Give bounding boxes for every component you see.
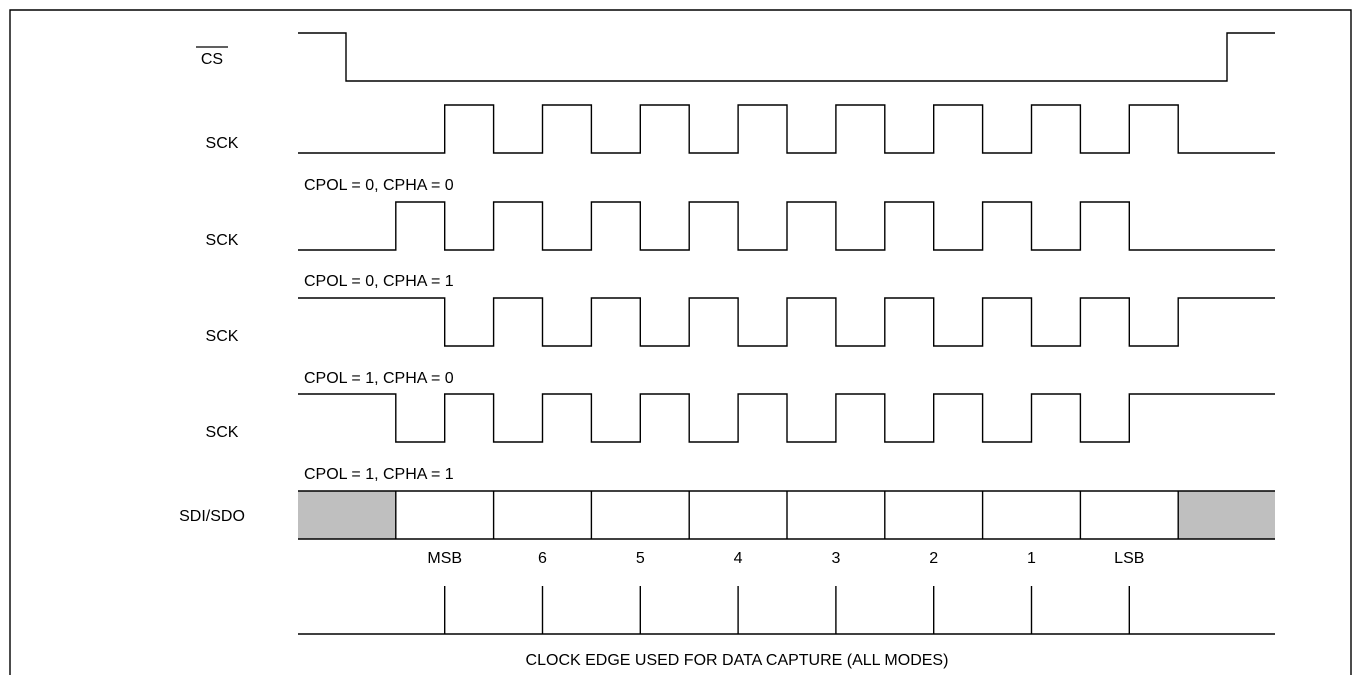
bit-label: 5 [636,550,645,567]
sck-label-3: SCK [206,328,239,345]
sck-waveform-2 [298,201,1275,251]
bit-label: 4 [734,550,743,567]
frame-border [9,9,1352,675]
capture-caption: CLOCK EDGE USED FOR DATA CAPTURE (ALL MO… [526,652,949,669]
sck-label-1: SCK [206,135,239,152]
mode-caption-3: CPOL = 1, CPHA = 0 [304,370,454,387]
mode-caption-2: CPOL = 0, CPHA = 1 [304,273,454,290]
bit-label: MSB [427,550,462,567]
sck-waveform-1 [298,104,1275,154]
bit-label: 2 [929,550,938,567]
mode-caption-1: CPOL = 0, CPHA = 0 [304,177,454,194]
sck-label-2: SCK [206,232,239,249]
bit-label: 6 [538,550,547,567]
bit-label: LSB [1114,550,1144,567]
capture-edges [298,586,1275,635]
data-dontcare-left [298,491,396,539]
bit-labels: MSB 6 5 4 3 2 1 LSB [427,550,1144,567]
data-label: SDI/SDO [179,508,245,525]
data-row [298,490,1275,540]
sck-label-4: SCK [206,424,239,441]
sck-waveform-4 [298,393,1275,443]
sck-rows: SCK CPOL = 0, CPHA = 0 SCK CPOL = 0, CPHA =… [206,104,1275,483]
cs-label: CS [201,51,223,68]
data-dontcare-right [1178,491,1275,539]
mode-caption-4: CPOL = 1, CPHA = 1 [304,466,454,483]
cs-waveform [298,32,1275,82]
sck-waveform-3 [298,297,1275,347]
bit-label: 1 [1027,550,1036,567]
bit-label: 3 [831,550,840,567]
